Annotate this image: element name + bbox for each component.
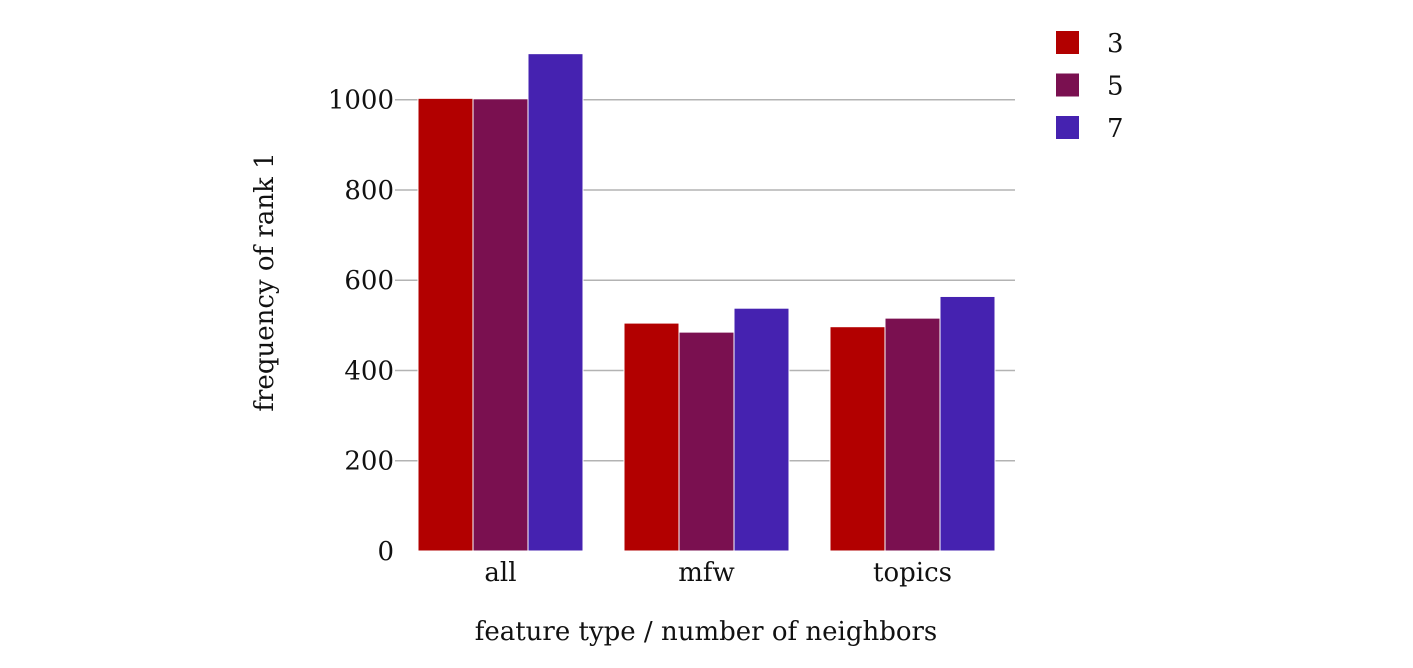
x-tick-label: all (484, 558, 516, 588)
y-tick-label: 1000 (328, 86, 394, 116)
bar-all-5 (472, 98, 529, 552)
legend-label: 3 (1107, 29, 1124, 59)
y-tick-label: 600 (344, 266, 394, 296)
x-axis-ticks: all mfw topics (484, 558, 952, 588)
x-tick-label: topics (873, 558, 952, 588)
y-tick-label: 800 (344, 176, 394, 206)
bar-mfw-3 (623, 322, 680, 552)
bar-mfw-7 (733, 307, 790, 552)
legend-swatch-3 (1056, 31, 1079, 54)
bar-topics-7 (939, 295, 996, 552)
y-axis-ticks: 0 200 400 600 800 1000 (328, 86, 394, 567)
x-tick-label: mfw (678, 558, 735, 588)
y-tick-label: 200 (344, 447, 394, 477)
y-tick-label: 400 (344, 356, 394, 386)
legend-swatch-5 (1056, 73, 1079, 97)
bar-topics-3 (829, 326, 886, 552)
legend-label: 7 (1107, 114, 1124, 144)
bar-all-3 (417, 97, 474, 552)
bar-mfw-5 (678, 331, 735, 552)
bar-topics-5 (884, 317, 941, 552)
bars (417, 53, 996, 552)
x-axis-label: feature type / number of neighbors (475, 617, 938, 647)
y-tick-label: 0 (377, 537, 394, 567)
legend-label: 5 (1107, 72, 1124, 102)
legend: 3 5 7 (1056, 29, 1124, 144)
bar-all-7 (527, 53, 584, 552)
legend-swatch-7 (1056, 116, 1079, 139)
y-axis-label: frequency of rank 1 (250, 152, 280, 411)
